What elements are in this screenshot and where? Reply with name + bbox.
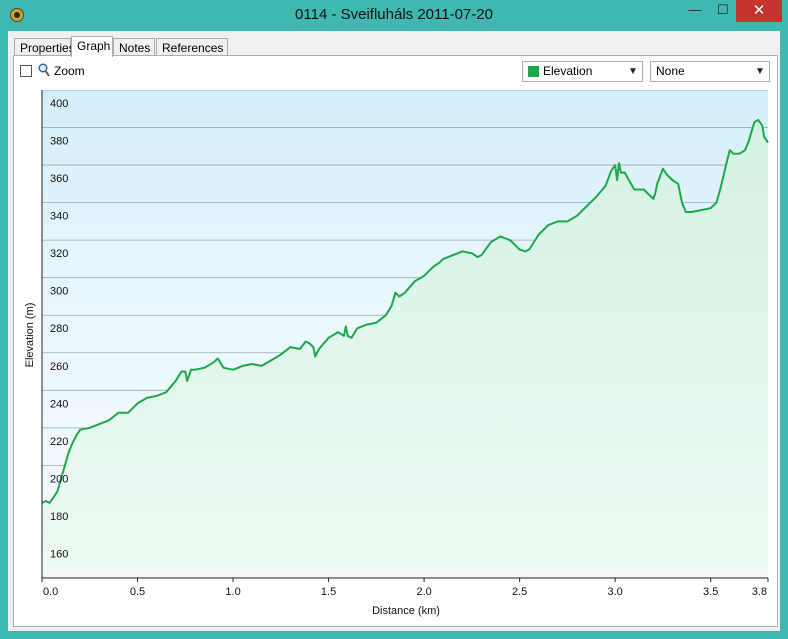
series-select[interactable]: Elevation ▼	[522, 61, 643, 82]
window-title: 0114 - Sveifluháls 2011-07-20	[295, 6, 493, 23]
tab-notes[interactable]: Notes	[113, 38, 155, 56]
x-tick-label: 1.0	[225, 586, 240, 598]
x-tick-label: 1.5	[321, 586, 336, 598]
graph-panel: Zoom Elevation ▼ None ▼	[13, 55, 778, 627]
elevation-chart[interactable]: 160180200220240260280300320340360380400 …	[14, 90, 777, 626]
x-tick-labels: 0.0 0.5 1.0 1.5 2.0 2.5 3.0 3.5 3.8	[41, 578, 769, 598]
y-tick-labels: 160 180 200 220 240 260 280 300 320 340 360 380 400	[50, 98, 68, 560]
series-color-swatch	[528, 66, 539, 77]
minimize-button[interactable]: —	[688, 2, 702, 17]
x-axis-label: Distance (km)	[372, 605, 440, 617]
y-tick-label: 400	[50, 98, 68, 110]
y-tick-label: 300	[50, 286, 68, 298]
compare-select[interactable]: None ▼	[650, 61, 770, 82]
y-tick-label: 220	[50, 436, 68, 448]
y-tick-label: 360	[50, 173, 68, 185]
magnifier-icon	[38, 63, 50, 77]
y-tick-label: 160	[50, 548, 68, 560]
x-tick-label: 0.5	[130, 586, 145, 598]
zoom-checkbox[interactable]	[20, 65, 32, 77]
close-button[interactable]: ✕	[736, 0, 782, 22]
series-select-value: Elevation	[543, 64, 593, 78]
x-tick-label: 2.0	[416, 586, 431, 598]
app-icon[interactable]	[10, 8, 24, 22]
x-tick-label: 2.5	[512, 586, 527, 598]
y-tick-label: 240	[50, 398, 68, 410]
tab-graph[interactable]: Graph	[71, 36, 113, 57]
y-axis-label: Elevation (m)	[24, 303, 36, 368]
y-tick-label: 320	[50, 248, 68, 260]
y-tick-label: 280	[50, 323, 68, 335]
chevron-down-icon: ▼	[628, 66, 638, 77]
chevron-down-icon: ▼	[755, 66, 765, 77]
client-area: Properties Graph Notes References Zoom E…	[8, 31, 780, 631]
elevation-line	[41, 119, 769, 504]
y-tick-label: 260	[50, 361, 68, 373]
zoom-label: Zoom	[54, 64, 85, 78]
x-tick-label: 3.0	[608, 586, 623, 598]
tab-references[interactable]: References	[156, 38, 228, 56]
y-tick-label: 380	[50, 136, 68, 148]
x-tick-label: 3.5	[703, 586, 718, 598]
y-tick-label: 340	[50, 211, 68, 223]
x-tick-label: 3.8	[752, 586, 767, 598]
y-tick-label: 200	[50, 473, 68, 485]
y-tick-label: 180	[50, 511, 68, 523]
compare-select-value: None	[656, 64, 685, 78]
maximize-button[interactable]: ☐	[717, 2, 729, 17]
tab-properties[interactable]: Properties	[14, 38, 75, 56]
elevation-area	[42, 120, 768, 578]
title-bar[interactable]: 0114 - Sveifluháls 2011-07-20 — ☐ ✕	[0, 0, 788, 31]
x-tick-label: 0.0	[43, 586, 58, 598]
